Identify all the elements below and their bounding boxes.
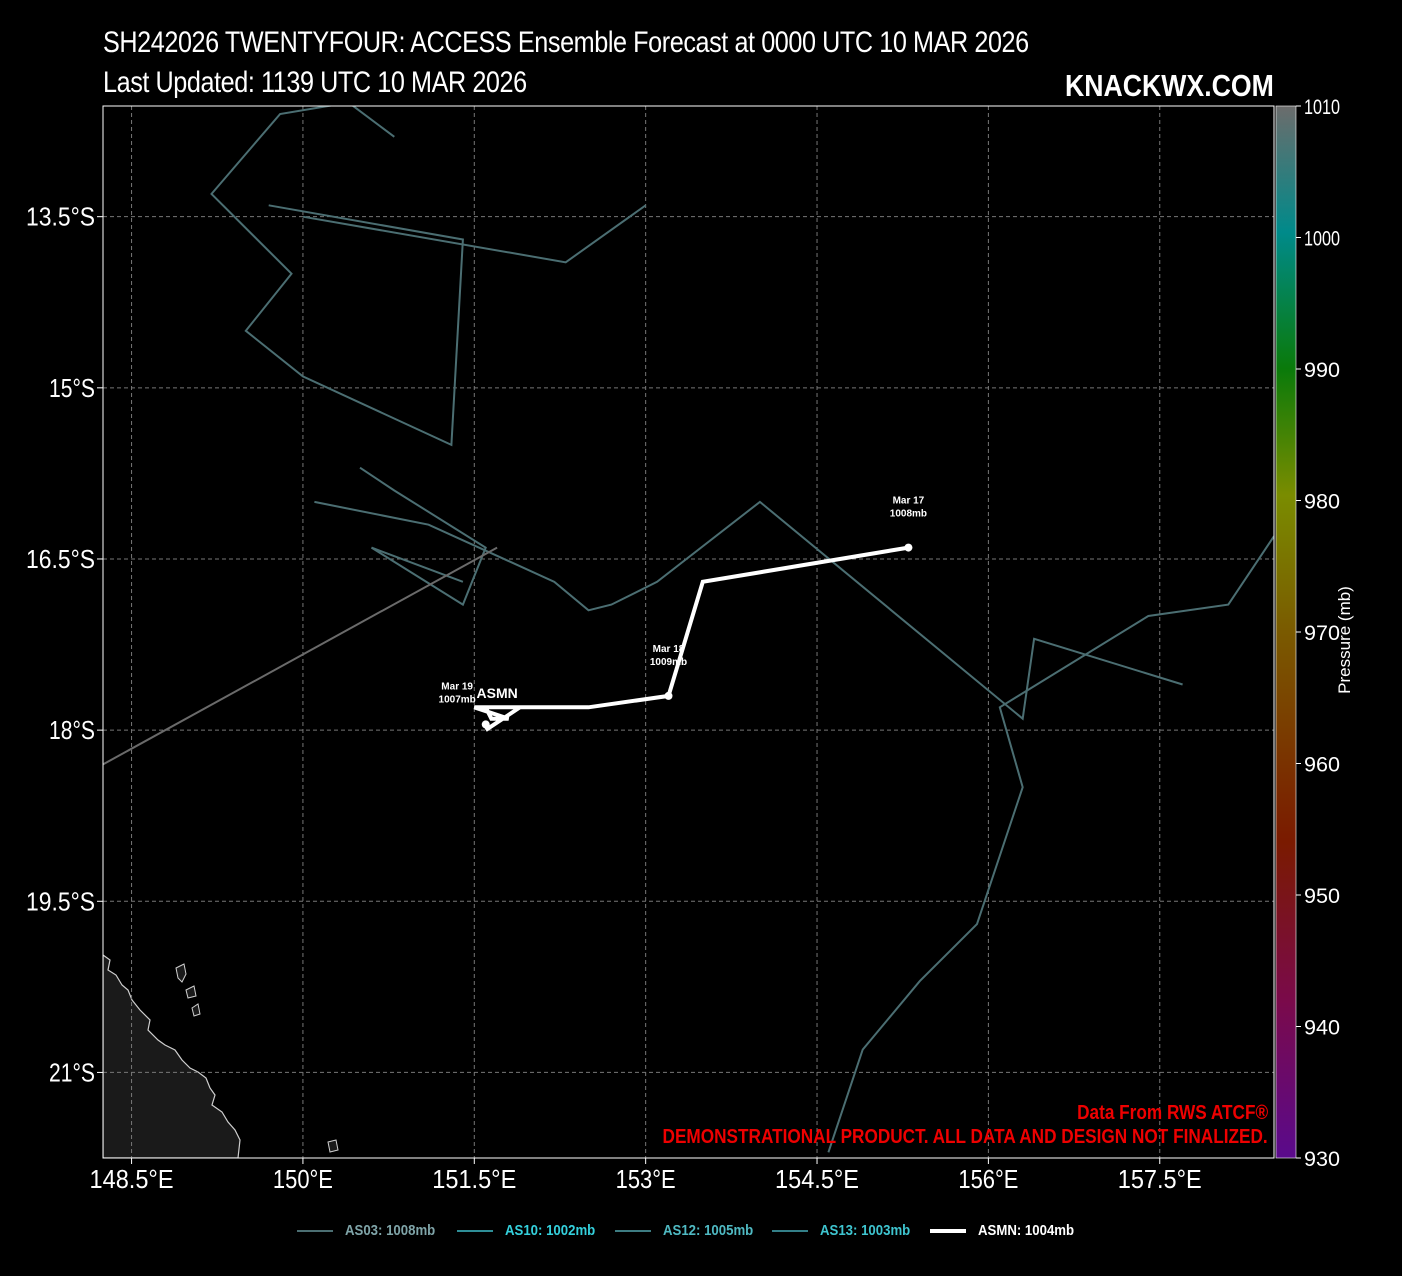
marker-pressure-label: 1008mb: [890, 509, 927, 520]
mean-track-marker: [664, 691, 673, 700]
marker-date-label: Mar 17: [893, 496, 925, 507]
marker-date-label: Mar 19: [441, 681, 473, 692]
legend-item: AS12: 1005mb: [615, 1222, 766, 1239]
lat-tick-label: 13.5°S: [26, 202, 95, 232]
track-map: Mar 17 1008mb Mar 18 1009mb Mar 19 1007mb ASMN…: [26, 96, 1340, 1194]
graticule: [103, 106, 1274, 1158]
lon-tick-label: 154.5°E: [775, 1164, 859, 1194]
legend-label: AS10: 1002mb: [505, 1222, 596, 1239]
latitude-axis: 13.5°S 15°S 16.5°S 18°S 19.5°S 21°S: [26, 202, 103, 1087]
legend-label: AS12: 1005mb: [663, 1222, 754, 1239]
legend-item: AS10: 1002mb: [457, 1222, 608, 1239]
colorbar-tick-label: 1010: [1304, 96, 1340, 119]
lat-tick-label: 19.5°S: [26, 886, 95, 916]
track-as13c: [827, 535, 1274, 1153]
island: [185, 985, 197, 999]
lat-tick-label: 16.5°S: [26, 544, 95, 574]
colorbar-tick-label: 960: [1304, 754, 1340, 777]
lon-tick-label: 157.5°E: [1118, 1164, 1202, 1194]
island: [191, 1003, 201, 1017]
legend-label: AS13: 1003mb: [820, 1222, 911, 1239]
map-subtitle: Last Updated: 1139 UTC 10 MAR 2026: [103, 66, 527, 99]
plot-frame: [102, 105, 1275, 1159]
marker-pressure-label: 1007mb: [439, 694, 476, 705]
mean-track-line: [473, 545, 909, 732]
colorbar-tick-label: 1000: [1304, 228, 1340, 251]
legend-swatch: [457, 1229, 493, 1232]
track-as10: [302, 204, 647, 264]
australia-coastline: [103, 954, 241, 1158]
legend-swatch: [930, 1228, 966, 1233]
legend-item: ASMN: 1004mb: [930, 1222, 1087, 1239]
legend-item: AS13: 1003mb: [772, 1222, 923, 1239]
legend-swatch: [615, 1229, 651, 1232]
mean-track-label: ASMN: [477, 685, 518, 701]
legend-label: ASMN: 1004mb: [978, 1222, 1075, 1239]
legend-swatch: [297, 1229, 333, 1232]
ensemble-tracks: [103, 106, 1274, 1153]
colorbar-tick-label: 980: [1304, 491, 1340, 514]
pressure-colorbar: [1275, 105, 1297, 1159]
island: [175, 963, 187, 983]
legend-label: AS03: 1008mb: [345, 1222, 436, 1239]
lon-tick-label: 156°E: [958, 1164, 1018, 1194]
colorbar-title: Pressure (mb): [1335, 586, 1354, 694]
land-mass: [103, 954, 339, 1158]
marker-date-label: Mar 18: [653, 644, 685, 655]
brand-logo: KNACKWX.COM: [1065, 68, 1274, 103]
disclaimer: DEMONSTRATIONAL PRODUCT. ALL DATA AND DE…: [662, 1126, 1268, 1148]
track-as13b: [103, 546, 498, 766]
lat-tick-label: 18°S: [49, 715, 95, 745]
data-source-credit: Data From RWS ATCF®: [1076, 1102, 1268, 1124]
longitude-axis: 148.5°E 150°E 151.5°E 153°E 154.5°E 156°E 157.…: [90, 1158, 1202, 1194]
marker-pressure-label: 1009mb: [650, 657, 687, 668]
colorbar-tick-label: 940: [1304, 1017, 1340, 1040]
lon-tick-label: 148.5°E: [90, 1164, 174, 1194]
legend: AS03: 1008mb AS10: 1002mb AS12: 1005mb AS13…: [0, 1222, 1402, 1246]
legend-swatch: [772, 1229, 808, 1232]
legend-item: AS03: 1008mb: [297, 1222, 448, 1239]
map-title: SH242026 TWENTYFOUR: ACCESS Ensemble For…: [103, 26, 1029, 59]
colorbar-tick-label: 970: [1304, 622, 1340, 645]
mean-track-marker: [904, 543, 913, 552]
ensemble-mean-track: Mar 17 1008mb Mar 18 1009mb Mar 19 1007mb ASMN: [439, 496, 927, 732]
track-as13: [359, 466, 487, 607]
track-as03: [210, 106, 464, 447]
colorbar-tick-label: 990: [1304, 359, 1340, 382]
lon-tick-label: 151.5°E: [432, 1164, 516, 1194]
mean-track-marker: [481, 720, 490, 729]
lat-tick-label: 15°S: [49, 373, 95, 403]
track-as12: [314, 500, 1183, 721]
lon-tick-label: 153°E: [616, 1164, 676, 1194]
lon-tick-label: 150°E: [273, 1164, 333, 1194]
colorbar-tick-label: 950: [1304, 885, 1340, 908]
colorbar-ticks: 1010 1000 990 980 970 960 950 940 930: [1296, 96, 1340, 1171]
island: [327, 1139, 339, 1153]
colorbar-tick-label: 930: [1304, 1148, 1340, 1171]
lat-tick-label: 21°S: [49, 1057, 95, 1087]
